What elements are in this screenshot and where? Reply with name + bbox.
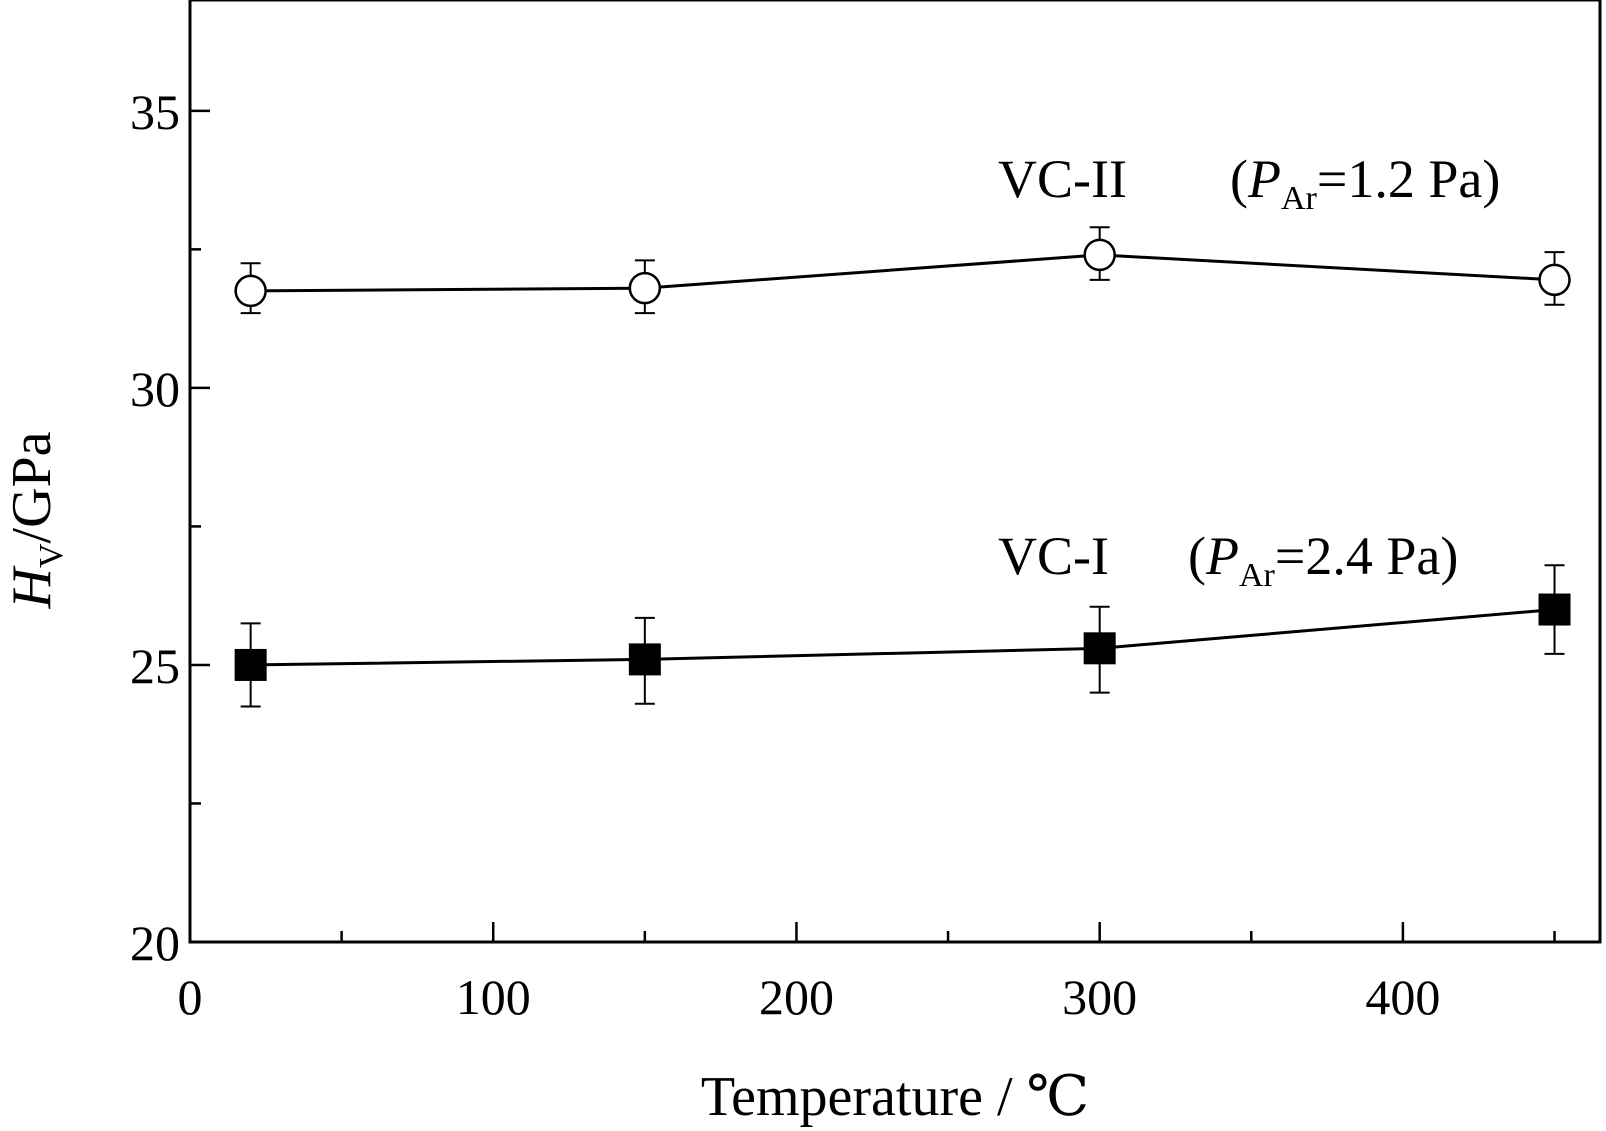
series-vc-i (234, 564, 1571, 708)
series-label-vc-ii: VC-II (998, 149, 1127, 209)
x-tick-label: 400 (1365, 969, 1440, 1025)
x-tick-label: 100 (456, 969, 531, 1025)
series-layer (234, 226, 1571, 708)
data-point (1538, 593, 1571, 626)
series-condition-vc-ii: (PAr=1.2 Pa) (1230, 149, 1500, 217)
axis-tick-labels: 0 100 200 300 400 20 25 30 35 (130, 84, 1440, 1025)
data-point (1083, 632, 1116, 665)
data-point (234, 274, 267, 308)
y-tick-label: 35 (130, 84, 180, 140)
series-label-vc-i: VC-I (998, 526, 1109, 586)
series-condition-vc-i: (PAr=2.4 Pa) (1188, 526, 1458, 594)
x-tick-label: 300 (1062, 969, 1137, 1025)
plot-frame (188, 0, 1602, 944)
data-point (234, 648, 267, 681)
x-tick-label: 200 (759, 969, 834, 1025)
x-tick-label: 0 (178, 969, 203, 1025)
x-axis-title: Temperature / ℃ (701, 1066, 1089, 1128)
y-tick-label: 30 (130, 361, 180, 417)
data-point (628, 271, 662, 305)
y-axis-title: HV/GPa (1, 431, 70, 609)
series-line-vc-i (250, 608, 1555, 667)
y-tick-label: 25 (130, 638, 180, 694)
y-tick-label: 20 (130, 915, 180, 971)
data-point (628, 643, 661, 676)
axis-ticks (190, 109, 1556, 942)
series-vc-ii (234, 226, 1571, 315)
series-line-vc-ii (250, 253, 1555, 293)
data-point (1083, 238, 1116, 272)
data-point (1538, 263, 1571, 297)
